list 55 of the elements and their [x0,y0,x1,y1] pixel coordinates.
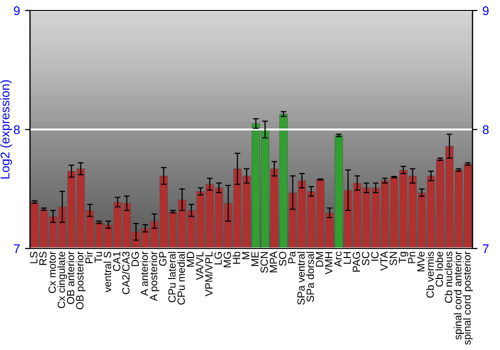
x-tick-label: Arc [334,252,342,267]
x-tick-label: MD [186,252,194,267]
x-tick-label: VMH [325,252,332,274]
x-tick-label: SCN [260,252,268,273]
x-tick-label: CA2/CA3 [122,252,130,294]
x-tick-label: LG [214,252,222,264]
x-tick-label: SPa dorsal [306,252,314,302]
x-tick-label: SN [390,252,397,266]
x-tick-label: LH [344,252,351,264]
x-tick-label: VPM/VPL [204,252,213,296]
x-tick-label: spinal cord posterior [463,251,473,345]
y-tick-label: 8 [14,125,20,134]
x-tick-label: Cb lobe [435,252,444,287]
x-tick-label: MPA [270,251,277,272]
x-tick-label: A posterior [150,251,160,302]
x-tick-label: A anterior [140,251,148,296]
x-tick-label: Pir [85,251,93,264]
x-tick-label: GP [159,252,166,266]
x-tick-label: DM [316,252,324,267]
x-tick-label: SPa ventral [297,252,305,305]
x-tick-label: IC [371,252,378,261]
x-tick-label: RS [39,252,47,265]
x-tick-label: ventral S [104,252,112,292]
x-tick-label: MVe [417,252,425,272]
x-tick-label: Tu [94,252,102,263]
x-tick-label: OB posterior [76,251,86,310]
y2-tick-label: 9 [482,6,489,16]
x-tick-label: CPu lateral [168,252,176,302]
x-tick-label: Pa [288,251,296,264]
x-tick-label: OB anterior [66,251,74,304]
x-tick-label: Pn [408,252,416,264]
y-tick-label: 9 [14,6,20,16]
x-tick-label: MG [224,252,231,268]
x-tick-label: M [242,252,250,260]
x-tick-label: SC [362,252,370,266]
x-tick-label: ME [251,252,259,266]
x-tick-label: Cx motor [48,251,56,293]
y2-tick-label: 7 [482,244,489,254]
x-tick-label: Cb vermis [426,252,434,298]
x-tick-label: PAG [352,252,360,272]
x-tick-label: SO [278,252,286,266]
x-tick-label: VA/VL [196,252,204,280]
x-tick-label: VTA [380,251,388,271]
y2-tick-label: 8 [482,125,489,134]
y-axis-title: Log2 (expression) [0,80,12,178]
x-tick-label: DG [131,252,139,266]
x-tick-label: CA1 [113,252,120,272]
x-tick-label: Cx cingulate [57,252,68,308]
x-tick-label: Cb nucleus [444,252,452,303]
x-tick-label: Hb [232,252,240,264]
x-tick-label: CPu medial [177,252,185,305]
y-tick-label: 7 [14,244,20,254]
x-tick-label: Tg [398,252,408,264]
x-tick-label: LS [30,252,38,264]
x-tick-label: spinal cord anterior [454,251,464,340]
